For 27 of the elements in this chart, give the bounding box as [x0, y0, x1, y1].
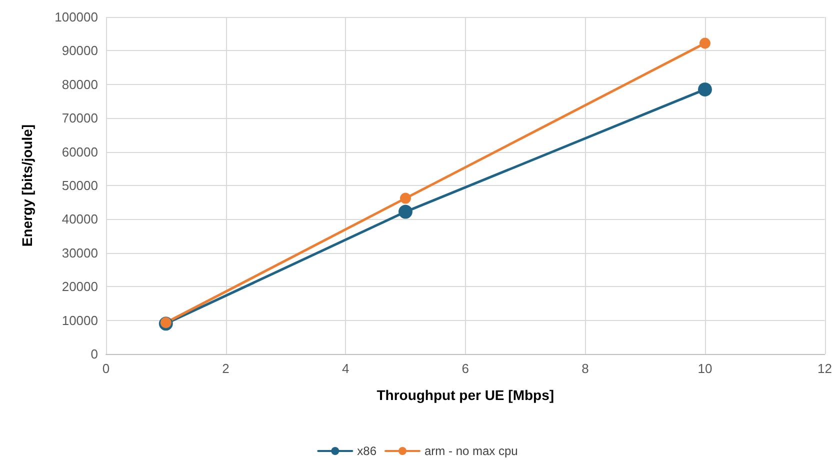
x-tick-label: 6: [462, 361, 469, 376]
x-tick-label: 4: [342, 361, 350, 376]
x-tick-label: 8: [582, 361, 589, 376]
x-axis-title: Throughput per UE [Mbps]: [376, 387, 554, 403]
y-tick-label: 40000: [62, 212, 98, 227]
y-tick-label: 30000: [62, 245, 98, 260]
point: [699, 38, 710, 49]
x-tick-label: 2: [222, 361, 230, 376]
x-tick-label: 0: [102, 361, 110, 376]
y-tick-label: 20000: [62, 279, 98, 294]
y-axis-title: Energy [bits/joule]: [19, 124, 35, 247]
x-tick-label: 10: [698, 361, 712, 376]
y-tick-label: 50000: [62, 178, 98, 193]
point: [398, 204, 412, 219]
point: [400, 192, 411, 204]
legend-label: arm - no max cpu: [424, 444, 518, 458]
y-tick-label: 60000: [62, 144, 98, 160]
y-tick-label: 70000: [62, 110, 98, 126]
legend-label: x86: [357, 444, 377, 458]
point: [698, 82, 712, 96]
y-tick-label: 100000: [54, 10, 98, 24]
point: [160, 317, 172, 328]
y-tick-label: 0: [90, 346, 98, 362]
y-tick-label: 80000: [62, 76, 98, 92]
y-tick-label: 90000: [62, 43, 98, 58]
x-tick-label: 12: [818, 361, 832, 376]
y-tick-label: 10000: [62, 312, 98, 328]
